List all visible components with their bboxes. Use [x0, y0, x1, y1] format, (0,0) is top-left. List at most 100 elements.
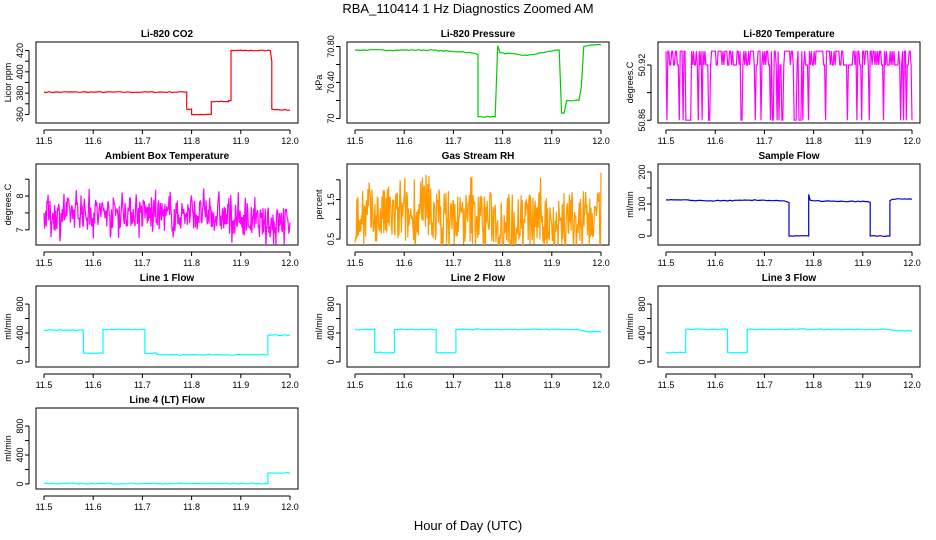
panel-3: Ambient Box Temperature 11.5 11.6 11.7 11.8 1… — [3, 151, 299, 268]
x-tick-label: 11.7 — [756, 258, 773, 268]
x-tick-label: 11.6 — [396, 380, 413, 390]
x-tick-label: 11.5 — [36, 380, 53, 390]
panel-title: Line 4 (LT) Flow — [129, 395, 205, 406]
y-tick-label: 70.80 — [326, 35, 336, 58]
panel-title: Line 1 Flow — [140, 273, 195, 284]
y-axis-label: percent — [314, 189, 324, 220]
x-tick-label: 11.8 — [183, 136, 200, 146]
series-line — [43, 188, 291, 245]
x-tick-label: 12.0 — [281, 380, 299, 390]
panel-title: Line 3 Flow — [762, 273, 817, 284]
x-tick-label: 11.7 — [756, 136, 773, 146]
panel-title: Ambient Box Temperature — [105, 151, 230, 162]
x-tick-label: 11.7 — [134, 502, 151, 512]
x-tick-label: 11.5 — [36, 258, 53, 268]
x-tick-label: 11.7 — [134, 136, 151, 146]
x-tick-label: 11.9 — [543, 258, 560, 268]
y-tick-label: 400 — [15, 325, 25, 340]
x-tick-label: 11.6 — [707, 136, 724, 146]
series-line — [43, 471, 291, 485]
panel-title: Sample Flow — [758, 151, 819, 162]
y-tick-label: 7 — [15, 227, 25, 232]
y-axis-label: ml/min — [625, 313, 635, 340]
x-tick-label: 11.8 — [494, 258, 511, 268]
x-tick-label: 11.7 — [445, 380, 462, 390]
series-line — [43, 328, 291, 356]
x-tick-label: 11.6 — [85, 380, 102, 390]
y-tick-label: 70 — [326, 113, 336, 123]
plot-frame — [346, 41, 610, 124]
x-tick-label: 11.6 — [85, 136, 102, 146]
y-tick-label: 380 — [15, 86, 25, 101]
series-line — [665, 194, 913, 238]
y-tick-label: 800 — [326, 297, 336, 312]
panel-8: Line 3 Flow 11.5 11.6 11.7 11.8 11.9 12.0 0 400 8… — [625, 273, 921, 390]
x-tick-label: 11.8 — [183, 502, 200, 512]
x-tick-label: 12.0 — [592, 380, 610, 390]
x-tick-label: 11.7 — [756, 380, 773, 390]
x-tick-label: 11.5 — [658, 258, 675, 268]
y-axis-label: Licor ppm — [3, 63, 13, 103]
x-tick-label: 12.0 — [592, 258, 610, 268]
y-tick-label: 100 — [637, 197, 647, 212]
x-axis-label: Hour of Day (UTC) — [413, 518, 523, 533]
panel-9: Line 4 (LT) Flow 11.5 11.6 11.7 11.8 11.9 12.0… — [3, 395, 299, 512]
x-tick-label: 12.0 — [281, 258, 299, 268]
y-tick-label: 0.5 — [326, 233, 336, 246]
x-tick-label: 11.5 — [36, 136, 53, 146]
x-tick-label: 11.9 — [232, 502, 249, 512]
x-tick-label: 12.0 — [592, 136, 610, 146]
x-tick-label: 12.0 — [903, 136, 921, 146]
plot-frame — [346, 163, 610, 246]
panel-4: Gas Stream RH 11.5 11.6 11.7 11.8 11.9 12.0 0.5… — [314, 151, 610, 268]
plot-frame — [35, 163, 299, 246]
panel-title: Gas Stream RH — [442, 151, 515, 162]
x-tick-label: 11.6 — [396, 136, 413, 146]
y-tick-label: 8 — [15, 194, 25, 199]
y-tick-label: 50.92 — [637, 54, 647, 77]
series-line — [665, 328, 913, 354]
x-tick-label: 11.9 — [232, 258, 249, 268]
panel-2: Li-820 Temperature 11.5 11.6 11.7 11.8 11.9 12… — [625, 29, 921, 146]
y-tick-label: 800 — [15, 419, 25, 434]
plot-frame — [35, 41, 299, 124]
x-tick-label: 11.6 — [85, 258, 102, 268]
plot-frame — [35, 407, 299, 490]
panel-1: Li-820 Pressure 11.5 11.6 11.7 11.8 11.9 12.0 7… — [314, 29, 610, 146]
y-tick-label: 70.40 — [326, 71, 336, 94]
x-tick-label: 11.8 — [494, 380, 511, 390]
panel-0: Li-820 CO2 11.5 11.6 11.7 11.8 11.9 12.0 360 380… — [3, 29, 299, 146]
x-tick-label: 11.5 — [347, 136, 364, 146]
x-tick-label: 11.9 — [543, 380, 560, 390]
x-tick-label: 11.6 — [707, 380, 724, 390]
y-tick-label: 400 — [637, 325, 647, 340]
y-tick-label: 800 — [15, 297, 25, 312]
plot-frame — [657, 285, 921, 368]
x-tick-label: 12.0 — [281, 136, 299, 146]
panel-title: Li-820 CO2 — [141, 29, 194, 40]
plot-frame — [35, 285, 299, 368]
y-axis-label: degrees.C — [3, 183, 13, 225]
x-tick-label: 11.6 — [396, 258, 413, 268]
x-tick-label: 11.7 — [134, 380, 151, 390]
x-tick-label: 11.9 — [854, 136, 871, 146]
x-tick-label: 11.8 — [183, 380, 200, 390]
y-axis-label: ml/min — [3, 313, 13, 340]
y-tick-label: 360 — [15, 107, 25, 122]
panel-6: Line 1 Flow 11.5 11.6 11.7 11.8 11.9 12.0 0 400 8… — [3, 273, 299, 390]
y-tick-label: 0 — [637, 234, 647, 239]
x-tick-label: 11.8 — [805, 258, 822, 268]
panel-title: Li-820 Temperature — [743, 29, 835, 40]
y-axis-label: kPa — [314, 75, 324, 91]
y-tick-label: 400 — [326, 325, 336, 340]
main-title: RBA_110414 1 Hz Diagnostics Zoomed AM — [342, 1, 594, 16]
y-axis-label: ml/min — [625, 191, 635, 218]
y-axis-label: ml/min — [314, 313, 324, 340]
y-tick-label: 800 — [637, 297, 647, 312]
y-tick-label: 0 — [15, 481, 25, 486]
y-axis-label: ml/min — [3, 435, 13, 462]
x-tick-label: 12.0 — [903, 380, 921, 390]
x-tick-label: 11.7 — [445, 136, 462, 146]
series-line — [354, 43, 602, 118]
